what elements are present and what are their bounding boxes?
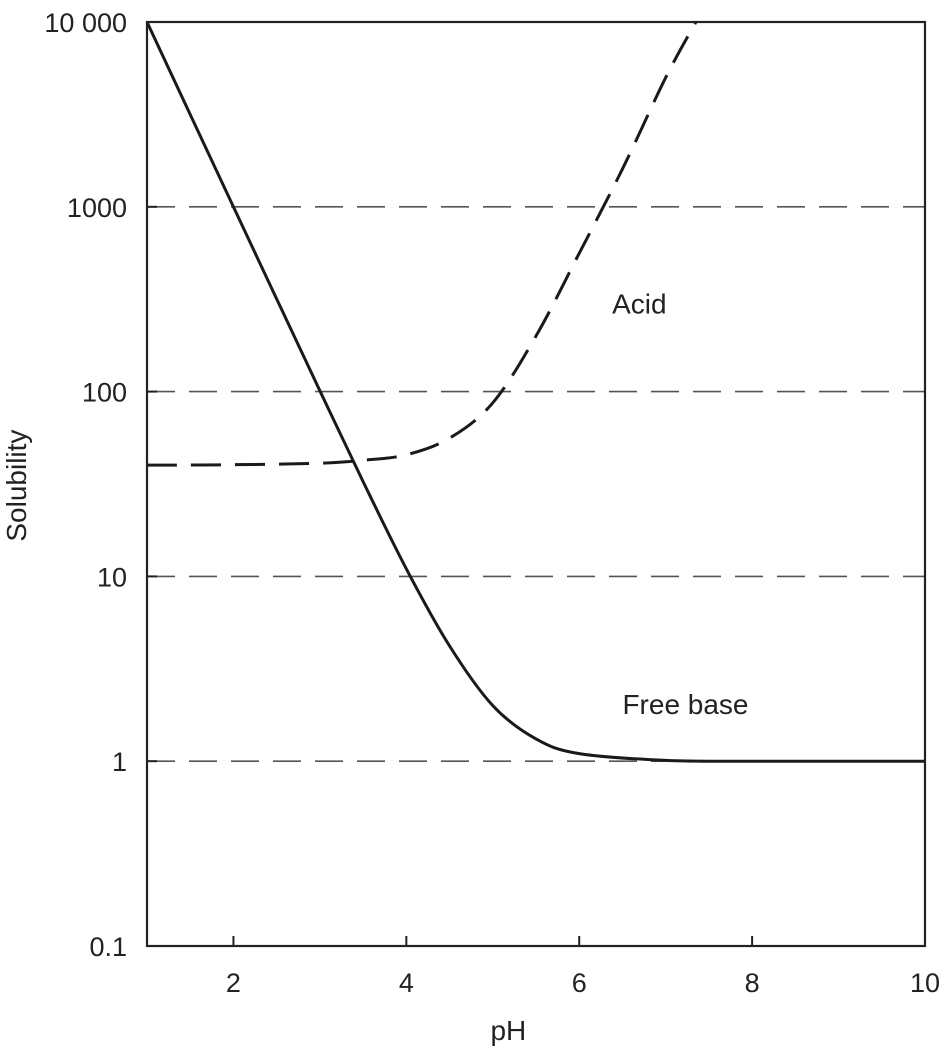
tick-labels: 2 4 6 8 10 0.1 1 10 100 1000 10 000 [44, 8, 939, 998]
series-lines [145, 21, 925, 763]
y-tick-label-1: 1 [112, 747, 127, 777]
x-tick-label-8: 8 [745, 968, 760, 998]
x-axis-title: pH [490, 1015, 526, 1046]
y-axis-title: Solubility [1, 430, 32, 542]
series-label-acid: Acid [612, 288, 666, 319]
x-tick-label-4: 4 [399, 968, 414, 998]
y-tick-label-1000: 1000 [67, 193, 127, 223]
grid-lines [147, 206, 925, 763]
y-tick-label-0-1: 0.1 [89, 932, 127, 962]
x-tick-label-6: 6 [572, 968, 587, 998]
y-tick-label-10-000: 10 000 [44, 8, 127, 38]
series-label-free-base: Free base [622, 689, 748, 720]
y-tick-label-10: 10 [97, 562, 127, 592]
series-line-acid [146, 21, 698, 467]
x-tick-label-10: 10 [910, 968, 939, 998]
series-line-free-base [145, 21, 925, 763]
axis-ticks [147, 21, 926, 947]
x-tick-label-2: 2 [226, 968, 241, 998]
y-tick-label-100: 100 [82, 378, 127, 408]
plot-frame [145, 20, 927, 948]
